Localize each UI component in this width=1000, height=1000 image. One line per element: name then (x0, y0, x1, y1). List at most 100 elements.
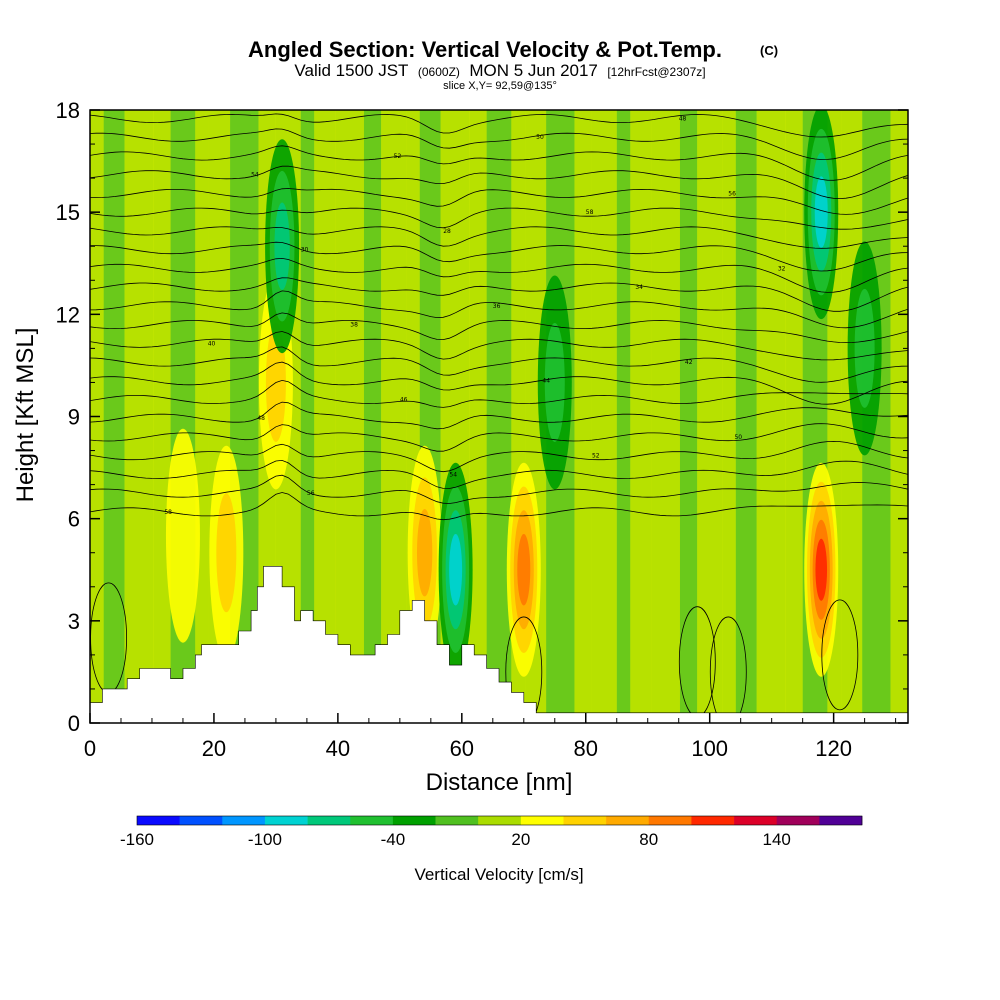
isentrope-line (90, 145, 908, 181)
colorbar-tick-label: 20 (511, 830, 530, 849)
isentrope-line (90, 361, 908, 405)
slice-note: slice X,Y= 92,59@135° (443, 80, 557, 92)
velocity-band (363, 110, 382, 723)
colorbar-swatch (648, 816, 692, 825)
velocity-band (574, 110, 592, 723)
colorbar-swatch (478, 816, 522, 825)
colorbar-title: Vertical Velocity [cm/s] (414, 865, 583, 884)
isentrope-label: 54 (251, 172, 259, 179)
colorbar-swatch (392, 816, 436, 825)
y-tick-label: 0 (68, 711, 80, 736)
isentrope-line (90, 113, 908, 138)
isentrope-line (90, 423, 908, 452)
velocity-band (722, 110, 736, 723)
x-axis: 0 20 40 60 80 100 120 (84, 713, 897, 761)
colorbar-swatch (776, 816, 820, 825)
chart-title: Angled Section: Vertical Velocity & Pot.… (248, 37, 722, 62)
isentrope-label: 48 (679, 116, 687, 123)
subtitle-date: MON 5 Jun 2017 (469, 61, 598, 80)
isentrope-label: 46 (400, 396, 408, 403)
isentrope-label: 30 (301, 247, 309, 254)
colorbar-tick-label: -40 (381, 830, 406, 849)
terrain (90, 565, 908, 723)
isentrope-line (90, 290, 908, 329)
velocity-band (591, 110, 617, 723)
isentrope-label: 56 (728, 190, 736, 197)
subtitle-forecast: [12hrFcst@2307z] (607, 65, 705, 79)
velocity-band (153, 110, 171, 723)
colorbar-tick-label: 140 (763, 830, 791, 849)
isentrope-line (90, 331, 908, 361)
velocity-core-updraft (165, 428, 200, 643)
velocity-band (469, 110, 487, 723)
y-tick-label: 15 (56, 200, 80, 225)
isentrope-line (90, 226, 908, 249)
velocity-band (314, 110, 336, 723)
isentrope-line (90, 241, 908, 272)
subtitle-valid: Valid 1500 JST (294, 61, 408, 80)
isentrope-line (90, 459, 908, 489)
colorbar-tick-label: -160 (120, 830, 154, 849)
chart-subtitle: Valid 1500 JST (0600Z) MON 5 Jun 2017 [1… (294, 61, 705, 80)
subtitle-zulu: (0600Z) (418, 65, 460, 79)
colorbar-swatch (734, 816, 778, 825)
colorbar-tick-label: -100 (248, 830, 282, 849)
velocity-band (735, 110, 757, 723)
isentropes: 58 56 54 52 50 48 46 44 42 40 38 36 34 32 30 28 58 56 54 52… (90, 113, 908, 723)
isentrope-label: 44 (542, 378, 550, 385)
colorbar-swatch (563, 816, 607, 825)
colorbar-swatch (179, 816, 223, 825)
isentrope-label: 52 (394, 153, 402, 160)
velocity-core-updraft (815, 538, 828, 601)
x-tick-label: 40 (326, 736, 350, 761)
velocity-band (195, 110, 209, 723)
isentrope-line (90, 277, 908, 312)
velocity-cores (165, 110, 882, 677)
isentrope-line (90, 165, 908, 200)
colorbar-swatch (691, 816, 735, 825)
isentrope-closed (709, 616, 747, 723)
colorbar-swatch (222, 816, 266, 825)
colorbar-swatch (137, 816, 180, 825)
isentrope-label: 54 (449, 471, 457, 478)
colorbar-frame (136, 815, 863, 826)
velocity-core-updraft (416, 509, 433, 597)
colorbar-swatch (606, 816, 650, 825)
isentrope-label: 50 (734, 434, 742, 441)
isentrope-label: 52 (592, 453, 600, 460)
velocity-band (679, 110, 698, 723)
colorbar-swatch (819, 816, 863, 825)
velocity-band (616, 110, 631, 723)
isentrope-label: 56 (307, 490, 315, 497)
velocity-core-updraft (216, 493, 237, 613)
isentrope-line (90, 379, 908, 408)
y-axis-label: Height [Kft MSL] (12, 328, 39, 503)
isentrope-label: 32 (778, 265, 786, 272)
isentrope-label: 58 (164, 509, 172, 516)
isentrope-label: 34 (635, 284, 643, 291)
x-tick-label: 120 (815, 736, 852, 761)
velocity-core-downdraft (544, 322, 565, 442)
x-tick-label: 0 (84, 736, 96, 761)
isentrope-line (90, 257, 908, 293)
y-tick-label: 6 (68, 507, 80, 532)
velocity-band (785, 110, 803, 723)
velocity-band (697, 110, 723, 723)
velocity-core-downdraft (814, 176, 828, 248)
colorbar-swatch (350, 816, 394, 825)
y-tick-label: 12 (56, 302, 80, 327)
isentrope-label: 50 (536, 134, 544, 141)
colorbar-swatch (307, 816, 351, 825)
colorbar (136, 815, 863, 826)
isentrope-label: 28 (443, 228, 451, 235)
y-tick-label: 9 (68, 405, 80, 430)
isentrope-label: 38 (350, 322, 358, 329)
isentrope-closed (821, 599, 859, 711)
isentrope-label: 40 (208, 340, 216, 347)
velocity-core-downdraft (274, 202, 290, 290)
velocity-core-updraft (517, 534, 531, 606)
isentrope-line (90, 440, 908, 473)
velocity-core-downdraft (449, 534, 463, 606)
